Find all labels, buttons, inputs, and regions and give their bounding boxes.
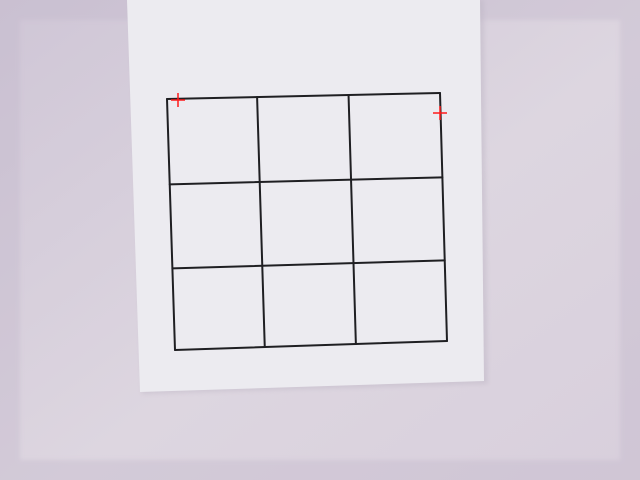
grid-horizontal-line xyxy=(171,259,446,270)
grid-horizontal-line xyxy=(168,176,444,186)
grid-vertical-line xyxy=(347,94,357,346)
grid xyxy=(166,92,448,351)
grid-vertical-line xyxy=(439,92,448,342)
grid-horizontal-line xyxy=(174,340,448,351)
markers xyxy=(171,93,447,120)
grid-vertical-line xyxy=(166,98,176,351)
crosshair-plus-icon xyxy=(433,106,447,120)
paper-sheet xyxy=(127,0,484,392)
crosshair-plus-icon xyxy=(171,93,185,107)
grid-vertical-line xyxy=(256,96,266,349)
grid-horizontal-line xyxy=(166,92,441,100)
